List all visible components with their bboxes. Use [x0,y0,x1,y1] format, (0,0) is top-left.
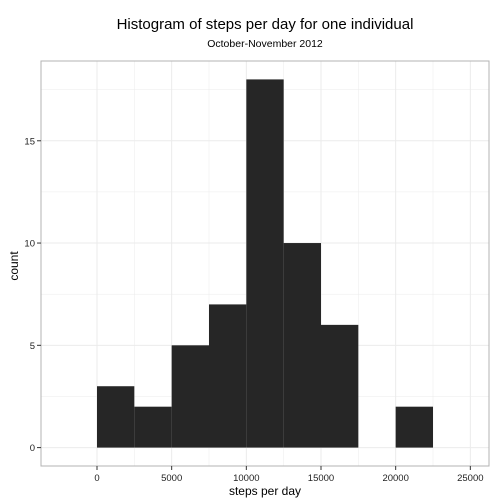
histogram-bar [134,406,172,448]
x-tick-label: 20000 [382,473,408,484]
plot-panel: 0 5000 10000 15000 20000 25000 0 5 10 15 [24,60,490,484]
x-tick-label: 10000 [233,473,259,484]
x-tick-label: 0 [94,473,99,484]
x-tick-label: 5000 [161,473,182,484]
x-axis-label: steps per day [229,484,301,498]
y-tick-label: 5 [30,341,35,352]
chart-subtitle: October-November 2012 [207,38,323,50]
histogram-bar [283,243,321,448]
panel-border [40,60,490,467]
histogram-bar [246,79,284,448]
y-tick-label: 0 [30,443,35,454]
histogram-bar [209,304,247,448]
y-tick-label: 15 [24,136,35,147]
y-tick-label: 10 [24,239,35,250]
histogram-bar [171,345,209,448]
histogram-bar [395,406,433,448]
histogram-bar [321,324,359,448]
histogram-bar [97,386,135,448]
chart-title: Histogram of steps per day for one indiv… [117,16,414,33]
y-axis-label: count [7,251,21,281]
x-tick-label: 15000 [308,473,334,484]
x-tick-label: 25000 [457,473,483,484]
